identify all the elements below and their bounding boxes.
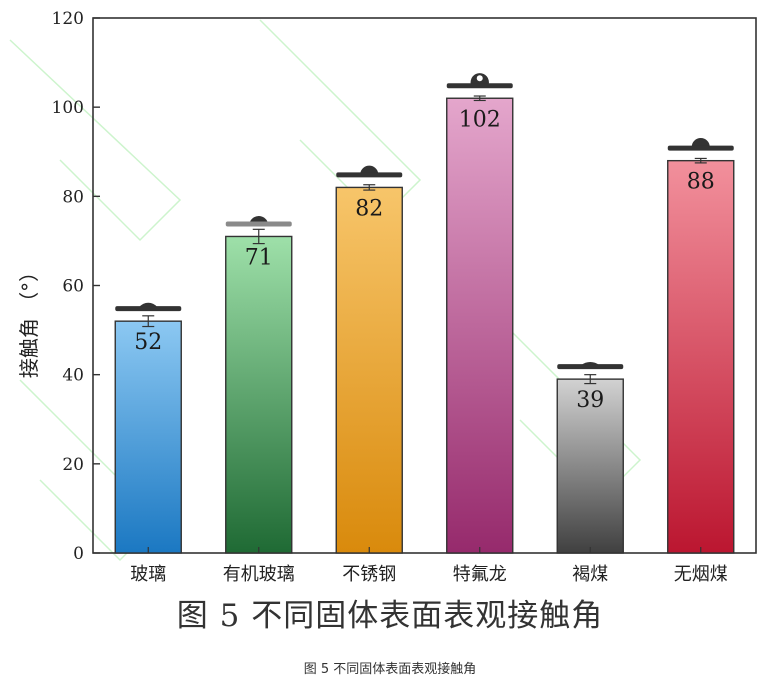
- bar-4: [556, 378, 624, 554]
- droplet-icon-5: [667, 137, 734, 151]
- droplet-icon-2: [336, 165, 403, 178]
- value-label-0: 52: [134, 330, 162, 355]
- background-watermark: [9, 19, 642, 562]
- category-label-4: 褐煤: [572, 564, 608, 585]
- contact-angle-bar-chart: 0 20 40 60 80 100 120 52 玻璃 71 有机玻璃 82 不锈钢 102 特氟龙 39 褐煤…: [9, 9, 757, 585]
- value-label-5: 88: [687, 170, 715, 195]
- y-tick-label: 40: [62, 366, 84, 386]
- bar-3: [446, 97, 514, 554]
- category-label-0: 玻璃: [130, 564, 166, 585]
- y-tick-label: 120: [52, 9, 84, 29]
- plot-frame: [92, 17, 757, 554]
- droplet-icon-4: [557, 361, 624, 370]
- value-label-2: 82: [355, 196, 383, 221]
- y-tick-label: 100: [52, 98, 84, 118]
- y-tick-label: 0: [73, 544, 84, 564]
- bar-1: [225, 235, 293, 554]
- droplet-icon-1: [225, 216, 292, 227]
- bar-0: [114, 320, 182, 554]
- figure-title: 图 5 不同固体表面表观接触角: [176, 598, 604, 634]
- y-tick-label: 80: [62, 187, 84, 207]
- droplet-icon-3: [446, 73, 513, 89]
- value-label-4: 39: [576, 388, 604, 413]
- y-tick-label: 60: [62, 277, 84, 297]
- droplet-icon-0: [115, 302, 182, 312]
- value-label-3: 102: [459, 107, 501, 132]
- bar-2: [335, 186, 403, 554]
- value-label-1: 71: [245, 245, 273, 270]
- category-label-3: 特氟龙: [453, 564, 507, 585]
- category-label-2: 不锈钢: [342, 564, 396, 585]
- y-tick-label: 20: [62, 455, 84, 475]
- category-label-5: 无烟煤: [674, 564, 728, 585]
- category-label-1: 有机玻璃: [223, 564, 295, 585]
- figure-caption: 图 5 不同固体表面表观接触角: [303, 662, 477, 677]
- y-axis-title: 接触角 （°）: [17, 262, 41, 378]
- bar-5: [667, 159, 735, 554]
